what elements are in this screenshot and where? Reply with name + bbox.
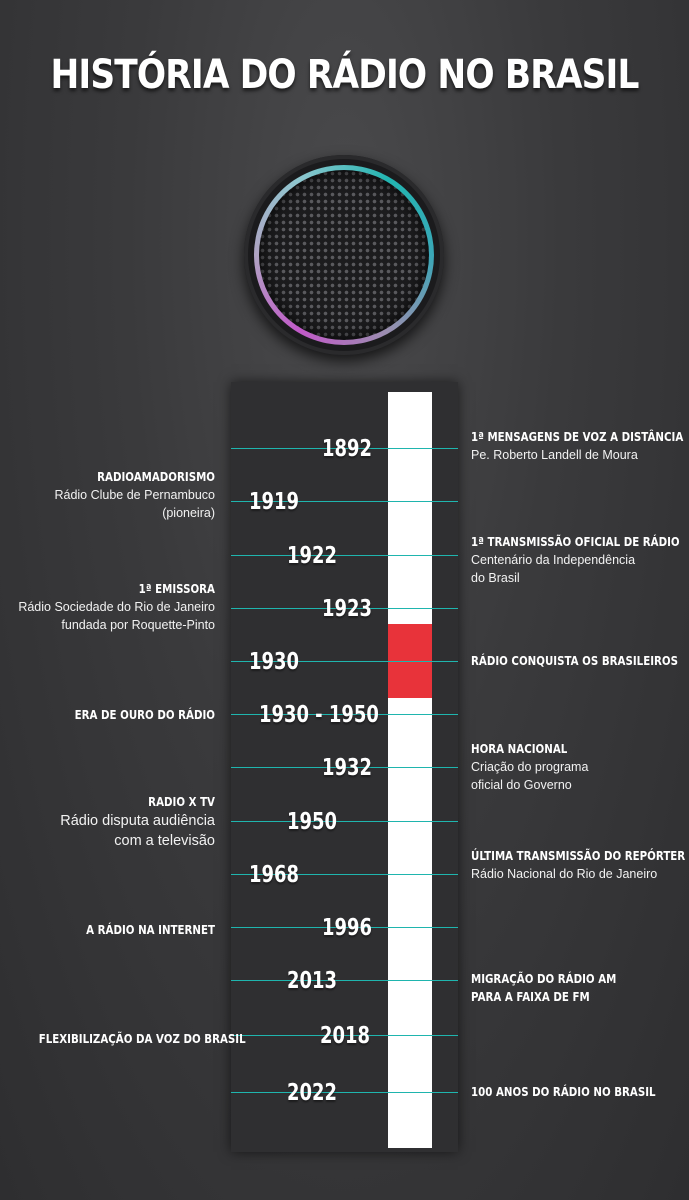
year-label: 1932 — [322, 755, 372, 781]
event-heading: RADIO X TV — [148, 794, 215, 809]
event-description: (pioneira) — [162, 506, 215, 520]
event-2018: FLEXIBILIZAÇÃO DA VOZ DO BRASIL — [0, 1030, 246, 1048]
year-label: 1996 — [322, 915, 372, 941]
year-label: 1930 — [249, 649, 299, 675]
timeline-line — [231, 661, 458, 662]
year-label: 2013 — [287, 968, 337, 994]
event-1950: RADIO X TV Rádio disputa audiência com a… — [0, 793, 215, 851]
timeline-line — [231, 874, 458, 875]
year-label: 2018 — [320, 1023, 370, 1049]
year-label: 1919 — [249, 489, 299, 515]
event-description: Rádio Sociedade do Rio de Janeiro — [18, 600, 215, 614]
timeline-line — [231, 927, 458, 928]
event-description: Rádio Nacional do Rio de Janeiro — [471, 867, 658, 881]
event-heading: 1ª MENSAGENS DE VOZ A DISTÂNCIA — [471, 429, 684, 444]
event-heading: RADIOAMADORISMO — [97, 469, 215, 484]
event-heading: 1ª EMISSORA — [138, 581, 215, 596]
timeline-bar — [388, 392, 432, 1148]
event-1930: RÁDIO CONQUISTA OS BRASILEIROS — [471, 652, 686, 670]
year-label: 1930 - 1950 — [259, 702, 379, 728]
event-heading: ÚLTIMA TRANSMISSÃO DO REPÓRTER ESSO — [471, 848, 689, 863]
event-heading: 1ª TRANSMISSÃO OFICIAL DE RÁDIO — [471, 534, 680, 549]
speaker-mesh — [259, 170, 429, 340]
event-description: fundada por Roquette-Pinto — [61, 618, 215, 632]
timeline-line — [231, 1035, 458, 1036]
timeline-line — [231, 555, 458, 556]
event-description: Centenário da Independência — [471, 553, 636, 567]
event-1968: ÚLTIMA TRANSMISSÃO DO REPÓRTER ESSO Rádi… — [471, 847, 689, 883]
event-description: do Brasil — [471, 571, 520, 585]
event-heading: MIGRAÇÃO DO RÁDIO AM — [471, 971, 617, 986]
event-2022: 100 ANOS DO RÁDIO NO BRASIL — [471, 1083, 686, 1101]
event-description: com a televisão — [114, 833, 215, 849]
year-label: 1892 — [322, 436, 372, 462]
event-heading: PARA A FAIXA DE FM — [471, 989, 590, 1004]
year-label: 1923 — [322, 596, 372, 622]
event-1930-1950: ERA DE OURO DO RÁDIO — [0, 706, 215, 724]
event-1919: RADIOAMADORISMO Rádio Clube de Pernambuc… — [0, 468, 215, 522]
timeline-line — [231, 608, 458, 609]
speaker-icon — [244, 155, 444, 355]
event-heading: 100 ANOS DO RÁDIO NO BRASIL — [471, 1084, 656, 1099]
event-2013: MIGRAÇÃO DO RÁDIO AM PARA A FAIXA DE FM — [471, 970, 686, 1006]
year-label: 1922 — [287, 543, 337, 569]
year-label: 1950 — [287, 809, 337, 835]
event-description: oficial do Governo — [471, 778, 572, 792]
year-label: 2022 — [287, 1080, 337, 1106]
event-heading: RÁDIO CONQUISTA OS BRASILEIROS — [471, 653, 679, 668]
timeline-line — [231, 980, 458, 981]
event-heading: ERA DE OURO DO RÁDIO — [74, 707, 215, 722]
timeline-line — [231, 821, 458, 822]
event-heading: HORA NACIONAL — [471, 741, 568, 756]
timeline-line — [231, 448, 458, 449]
timeline-line — [231, 767, 458, 768]
event-heading: FLEXIBILIZAÇÃO DA VOZ DO BRASIL — [38, 1031, 246, 1046]
event-1996: A RÁDIO NA INTERNET — [0, 921, 215, 939]
event-1892: 1ª MENSAGENS DE VOZ A DISTÂNCIA Pe. Robe… — [471, 428, 686, 464]
event-description: Rádio Clube de Pernambuco — [54, 488, 215, 502]
event-1922: 1ª TRANSMISSÃO OFICIAL DE RÁDIO Centenár… — [471, 533, 686, 587]
event-1932: HORA NACIONAL Criação do programa oficia… — [471, 740, 686, 794]
year-label: 1968 — [249, 862, 299, 888]
page-title: HISTÓRIA DO RÁDIO NO BRASIL — [50, 52, 639, 98]
timeline-line — [231, 714, 458, 715]
event-description: Rádio disputa audiência — [60, 813, 215, 829]
event-heading: A RÁDIO NA INTERNET — [86, 922, 215, 937]
event-description: Pe. Roberto Landell de Moura — [471, 448, 638, 462]
timeline-line — [231, 501, 458, 502]
timeline-line — [231, 1092, 458, 1093]
event-description: Criação do programa — [471, 760, 589, 774]
event-1923: 1ª EMISSORA Rádio Sociedade do Rio de Ja… — [0, 580, 215, 634]
